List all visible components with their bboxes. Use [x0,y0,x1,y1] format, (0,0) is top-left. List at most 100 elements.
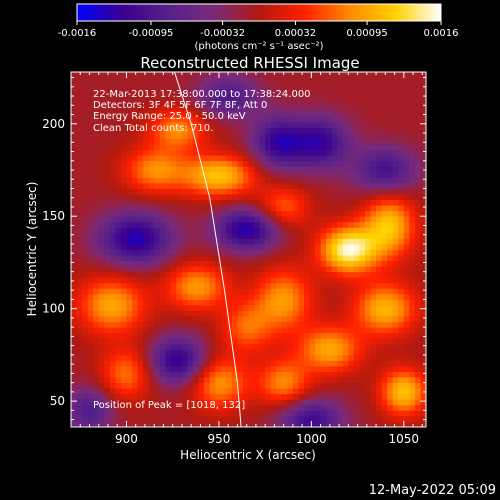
heatmap-cell [364,94,371,101]
heatmap-cell [353,310,360,317]
heatmap-cell [298,260,305,267]
heatmap-cell [309,293,316,300]
heatmap-cell [364,199,371,206]
heatmap-cell [315,216,322,223]
heatmap-cell [370,388,377,395]
heatmap-cell [159,354,166,361]
heatmap-cell [281,354,288,361]
heatmap-cell [154,227,161,234]
heatmap-cell [420,304,426,311]
heatmap-cell [137,83,144,90]
heatmap-cell [315,343,322,350]
heatmap-cell [132,116,138,123]
heatmap-cell [420,177,426,184]
heatmap-cell [115,299,122,306]
heatmap-cell [181,365,188,372]
heatmap-cell [148,105,155,112]
heatmap-cell [348,144,355,151]
heatmap-cell [320,160,327,167]
heatmap-cell [226,393,233,400]
heatmap-cell [242,271,249,278]
heatmap-cell [226,171,233,178]
heatmap-cell [82,216,89,223]
heatmap-cell [154,199,161,206]
heatmap-cell [220,188,227,195]
heatmap-cell [381,133,388,139]
heatmap-cell [270,83,277,90]
heatmap-cell [320,221,327,228]
heatmap-cell [370,338,377,345]
heatmap-cell [359,177,366,184]
heatmap-cell [276,221,283,228]
heatmap-cell [326,221,333,228]
heatmap-cell [392,321,399,328]
heatmap-cell [331,160,338,167]
heatmap-cell [237,310,244,317]
heatmap-cell [414,360,421,367]
heatmap-cell [220,299,227,306]
heatmap-cell [159,138,166,145]
heatmap-cell [120,310,127,317]
heatmap-cell [248,299,255,306]
heatmap-cell [132,377,138,384]
heatmap-cell [403,72,410,78]
heatmap-cell [170,277,177,284]
heatmap-cell [248,83,255,90]
annotation-time: 22-Mar-2013 17:38:00.000 to 17:38:24.000 [93,89,311,100]
heatmap-cell [71,77,77,84]
heatmap-cell [126,343,133,350]
heatmap-cell [342,166,349,173]
heatmap-cell [226,310,233,317]
heatmap-cell [392,354,399,361]
heatmap-cell [337,77,344,84]
heatmap-cell [231,377,238,384]
heatmap-cell [331,310,338,317]
heatmap-cell [132,393,138,400]
heatmap-cell [170,316,177,323]
heatmap-cell [326,304,333,311]
heatmap-cell [82,338,89,345]
heatmap-cell [193,188,199,195]
heatmap-cell [259,388,266,395]
heatmap-cell [98,293,105,300]
heatmap-cell [159,110,166,117]
heatmap-cell [71,238,77,245]
heatmap-cell [71,399,77,406]
heatmap-cell [248,338,255,345]
heatmap-cell [165,354,172,361]
heatmap-cell [242,260,249,267]
heatmap-cell [320,72,327,78]
heatmap-cell [198,177,205,184]
heatmap-cell [237,199,244,206]
heatmap-cell [353,255,360,261]
heatmap-cell [226,116,233,123]
heatmap-cell [353,138,360,145]
heatmap-cell [303,293,310,300]
heatmap-cell [159,382,166,389]
heatmap-cell [181,399,188,406]
heatmap-cell [409,133,416,139]
heatmap-cell [237,99,244,106]
heatmap-cell [342,415,349,422]
heatmap-cell [198,349,205,356]
heatmap-cell [237,332,244,339]
heatmap-cell [204,77,211,84]
heatmap-cell [176,282,183,289]
heatmap-cell [348,338,355,345]
heatmap-cell [237,360,244,367]
heatmap-cell [320,188,327,195]
heatmap-cell [76,88,83,95]
heatmap-cell [348,232,355,239]
heatmap-cell [120,327,127,334]
heatmap-cell [254,72,260,78]
heatmap-cell [348,116,355,123]
heatmap-cell [93,177,100,184]
heatmap-cell [259,415,266,422]
heatmap-cell [82,94,89,101]
heatmap-cell [193,332,199,339]
heatmap-cell [226,327,233,334]
heatmap-cell [337,338,344,345]
heatmap-cell [204,105,211,112]
heatmap-cell [370,327,377,334]
heatmap-cell [82,155,89,162]
